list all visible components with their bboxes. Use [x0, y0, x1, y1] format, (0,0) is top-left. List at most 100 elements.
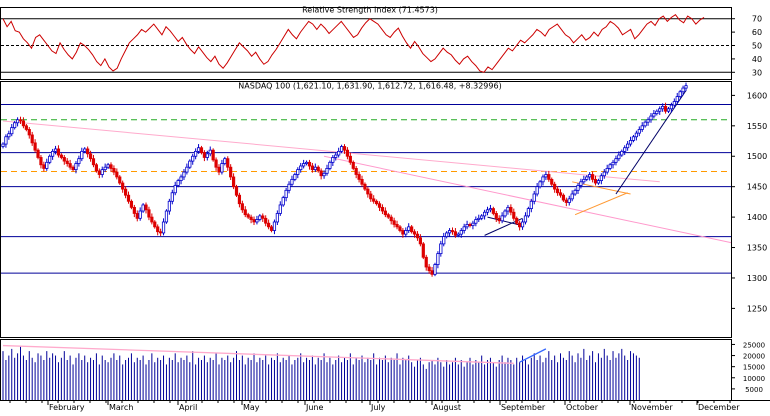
- candle-up: [520, 221, 525, 228]
- price-tick-label: 1550: [747, 122, 767, 131]
- candle-up: [684, 85, 688, 89]
- candle-down: [550, 178, 554, 185]
- candle-up: [576, 185, 580, 191]
- candle-up: [459, 230, 463, 235]
- candle-up: [325, 168, 329, 174]
- candle-down: [491, 208, 495, 214]
- candle-down: [91, 158, 96, 166]
- price-tick-label: 1400: [747, 213, 767, 222]
- candle-down: [310, 165, 314, 171]
- candle-down: [319, 170, 323, 177]
- candle-up: [287, 183, 291, 191]
- candle-down: [316, 166, 320, 172]
- candle-down: [345, 149, 350, 157]
- candle-up: [15, 119, 20, 124]
- trendline: [323, 155, 732, 244]
- candle-up: [302, 163, 306, 167]
- candle-up: [637, 129, 641, 134]
- candle-down: [555, 188, 560, 194]
- candle-down: [246, 214, 250, 218]
- candle-up: [643, 121, 647, 127]
- candle-up: [106, 164, 110, 168]
- candle-up: [4, 136, 8, 145]
- candle-down: [375, 200, 379, 205]
- candle-up: [10, 127, 14, 135]
- candle-up: [191, 155, 195, 162]
- candle-up: [272, 221, 277, 231]
- candle-up: [284, 189, 288, 199]
- month-label: September: [501, 403, 546, 412]
- candle-up: [570, 193, 574, 200]
- candle-down: [398, 226, 402, 231]
- candle-down: [351, 161, 355, 169]
- candle-up: [103, 166, 107, 171]
- candle-up: [672, 101, 676, 106]
- candle-down: [24, 125, 28, 130]
- candle-down: [214, 159, 218, 168]
- candle-up: [503, 210, 507, 217]
- month-label: October: [566, 403, 599, 412]
- month-label: November: [631, 403, 673, 412]
- volume-trendline: [519, 348, 547, 363]
- candle-down: [354, 168, 358, 175]
- candle-down: [33, 142, 37, 151]
- rsi-series-group: 30 40 50 60 70: [1, 14, 762, 77]
- candle-up: [196, 147, 201, 152]
- candle-up: [313, 166, 317, 171]
- candle-down: [348, 155, 352, 163]
- candle-up: [304, 161, 309, 164]
- candle-up: [138, 210, 142, 219]
- candle-down: [240, 203, 244, 211]
- candle-up: [13, 122, 17, 129]
- candle-down: [18, 119, 23, 122]
- candle-down: [389, 216, 393, 222]
- candle-down: [386, 214, 390, 218]
- candle-up: [620, 150, 624, 156]
- price-tick-label: 1300: [747, 274, 767, 283]
- candle-up: [535, 186, 539, 195]
- candle-down: [307, 161, 312, 167]
- candle-up: [404, 230, 408, 235]
- candle-up: [483, 211, 487, 217]
- candle-up: [500, 215, 504, 222]
- candle-down: [494, 213, 498, 219]
- candle-down: [509, 206, 513, 213]
- candle-down: [97, 170, 101, 175]
- candle-up: [293, 174, 297, 180]
- candle-up: [1, 143, 5, 147]
- candle-up: [608, 164, 612, 169]
- month-label: March: [109, 403, 133, 412]
- candle-down: [380, 206, 385, 212]
- candle-up: [640, 125, 644, 130]
- month-label: July: [370, 403, 386, 412]
- candle-up: [678, 91, 682, 98]
- candle-down: [395, 224, 399, 228]
- candle-up: [617, 154, 621, 160]
- month-label: February: [49, 403, 85, 412]
- candle-up: [626, 143, 630, 149]
- candle-up: [681, 87, 685, 93]
- candle-down: [71, 166, 75, 171]
- rsi-tick-label: 50: [752, 42, 762, 51]
- volume-tick-label: 5000: [745, 386, 763, 394]
- candle-up: [541, 176, 545, 183]
- trendline: [2, 120, 660, 183]
- month-label: June: [305, 403, 324, 412]
- month-label: May: [243, 403, 260, 412]
- volume-tick-label: 25000: [743, 341, 765, 349]
- candle-up: [579, 181, 583, 186]
- candle-up: [596, 180, 601, 184]
- candle-down: [383, 210, 387, 216]
- candle-down: [561, 194, 566, 201]
- candle-down: [115, 171, 119, 178]
- candle-up: [182, 171, 186, 178]
- candle-up: [526, 208, 530, 217]
- candle-down: [249, 216, 253, 220]
- price-panel-frame: [0, 81, 732, 338]
- candle-up: [278, 204, 282, 214]
- candle-down: [59, 154, 63, 158]
- candle-down: [564, 199, 568, 203]
- candle-up: [669, 104, 674, 110]
- candle-down: [430, 270, 434, 275]
